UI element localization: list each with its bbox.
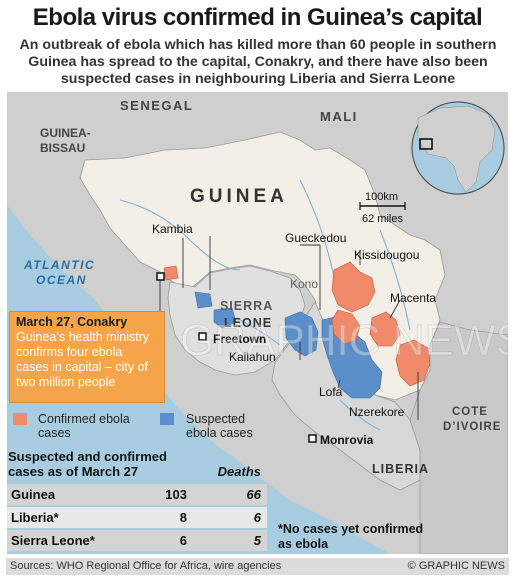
locator-globe — [411, 101, 505, 195]
conakry-callout: March 27, Conakry Guinea’s health minist… — [9, 311, 165, 403]
suspected-region-kailahun — [284, 311, 319, 357]
copyright-text: © GRAPHIC NEWS — [407, 560, 505, 572]
row-cases: 8 — [179, 510, 187, 525]
label-nzerekore: Nzerekore — [349, 405, 405, 419]
label-freetown: Freetown — [213, 332, 266, 346]
confirmed-region-kissidougou — [331, 261, 376, 313]
footnote: *No cases yet confirmed as ebola — [278, 522, 424, 551]
table-deaths-header: Deaths — [217, 464, 261, 479]
row-country: Guinea — [11, 487, 56, 502]
row-deaths: 5 — [253, 533, 261, 548]
confirmed-region-gueckedou — [331, 309, 361, 345]
locator-box — [419, 138, 433, 150]
label-gueckedou: Gueckedou — [285, 231, 346, 245]
confirmed-region-macenta — [369, 311, 401, 347]
label-kono: Kono — [290, 277, 318, 291]
page-subtitle: An outbreak of ebola which has killed mo… — [19, 37, 497, 87]
scale-miles: 62 miles — [362, 213, 403, 225]
footer-bar: Sources: WHO Regional Office for Africa,… — [6, 558, 509, 575]
freetown-marker — [198, 332, 207, 341]
row-deaths: 6 — [253, 510, 261, 525]
legend-suspected-label: Suspected ebola cases — [186, 412, 253, 440]
label-senegal: SENEGAL — [120, 98, 193, 113]
label-guinea: GUINEA — [190, 186, 288, 207]
row-cases: 103 — [165, 487, 187, 502]
map: SENEGAL MALI GUINEA- BISSAU GUINEA SIERR… — [7, 92, 508, 554]
label-cote: COTE — [452, 406, 488, 418]
label-lofa: Lofa — [319, 385, 343, 399]
label-kissidougou: Kissidougou — [354, 248, 419, 262]
label-ocean: OCEAN — [36, 273, 87, 287]
leader-lines — [159, 236, 419, 420]
scale-km: 100km — [365, 191, 398, 203]
label-guinea-bissau-2: BISSAU — [40, 141, 85, 155]
label-guinea-bissau-1: GUINEA- — [40, 126, 91, 140]
label-macenta: Macenta — [390, 291, 436, 305]
row-country: Sierra Leone* — [11, 533, 95, 548]
label-kailahun: Kailahun — [229, 350, 276, 364]
confirmed-region-conakry — [163, 265, 179, 281]
label-leone: LEONE — [224, 316, 272, 330]
label-divoire: D’IVOIRE — [443, 421, 501, 433]
suspected-region-west — [213, 307, 237, 329]
label-mali: MALI — [320, 109, 358, 124]
cote-divoire-land — [409, 321, 508, 554]
row-country: Liberia* — [11, 510, 59, 525]
conakry-marker — [156, 272, 165, 281]
label-monrovia: Monrovia — [320, 433, 374, 447]
row-deaths: 66 — [246, 487, 261, 502]
label-sierra: SIERRA — [220, 299, 273, 313]
suspected-region-kambia — [194, 291, 213, 309]
scale-bar: 100km 62 miles — [359, 191, 406, 225]
callout-heading: March 27, Conakry — [16, 315, 128, 329]
callout-text: Guinea’s health ministry confirms four e… — [16, 330, 150, 389]
legend-confirmed-swatch — [13, 413, 27, 425]
table-row: Guinea 103 66 — [7, 484, 267, 505]
table-row: Sierra Leone* 6 5 — [7, 530, 267, 551]
table-row: Liberia* 8 6 — [7, 507, 267, 528]
monrovia-marker — [308, 434, 317, 443]
legend-suspected-swatch — [160, 413, 174, 425]
sources-text: Sources: WHO Regional Office for Africa,… — [10, 560, 282, 572]
page-title: Ebola virus confirmed in Guinea’s capita… — [32, 4, 483, 31]
watermark: GRAPHIC NEWS — [180, 316, 508, 365]
row-cases: 6 — [179, 533, 187, 548]
label-atlantic: ATLANTIC — [23, 258, 95, 272]
table-title: Suspected and confirmed cases as of Marc… — [8, 449, 167, 479]
river — [119, 179, 411, 431]
confirmed-region-nzerekore — [395, 339, 431, 387]
label-liberia: LIBERIA — [372, 462, 429, 476]
label-kambia: Kambia — [152, 222, 193, 236]
legend-confirmed-label: Confirmed ebola cases — [38, 412, 130, 440]
